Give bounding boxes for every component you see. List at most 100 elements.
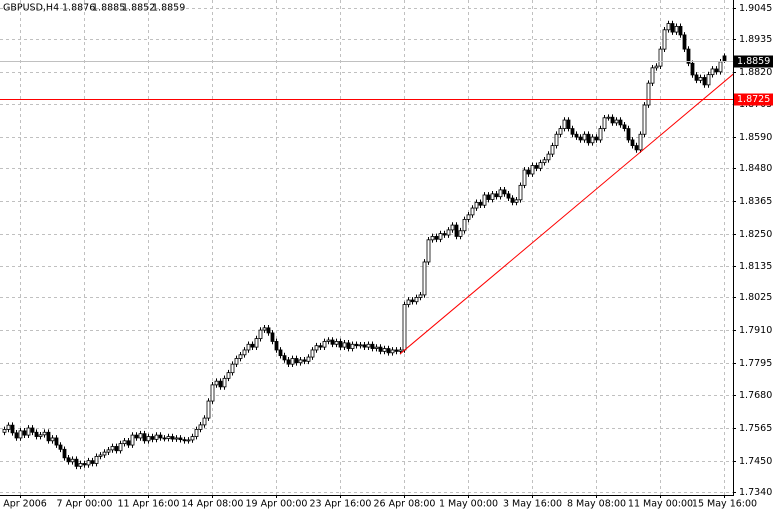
candle-body xyxy=(622,124,627,129)
candle-body xyxy=(442,233,447,236)
price-label-box xyxy=(734,55,773,68)
candle-body xyxy=(510,197,515,203)
candle-body xyxy=(26,427,31,436)
candle-body xyxy=(78,463,83,467)
candle-body xyxy=(690,62,695,76)
candle-body xyxy=(10,424,15,434)
candle-body xyxy=(278,349,283,357)
candle-body xyxy=(434,236,439,240)
level-label: 1.8725 xyxy=(737,94,770,105)
candle-body xyxy=(350,343,355,349)
candle-body xyxy=(638,133,643,151)
candle-body xyxy=(390,349,395,354)
candle-body xyxy=(138,433,143,439)
candle-body xyxy=(178,437,183,441)
candle-body xyxy=(146,436,151,442)
candle-body xyxy=(246,343,251,351)
candle-body xyxy=(642,104,647,135)
candle-body xyxy=(426,239,431,263)
candle-body xyxy=(266,327,271,334)
candle-body xyxy=(414,297,419,303)
candle-body xyxy=(718,61,723,73)
candle-body xyxy=(382,348,387,352)
candle-body xyxy=(694,74,699,81)
candle-body xyxy=(250,343,255,348)
last-close: 1.8859 xyxy=(152,3,185,14)
candle-body xyxy=(574,133,579,138)
candle-body xyxy=(286,359,291,365)
candle-body xyxy=(686,48,691,64)
candle-body xyxy=(590,136,595,144)
y-tick-label: 1.8480 xyxy=(739,163,772,174)
last-low: 1.8852 xyxy=(122,3,155,14)
candle-body xyxy=(578,136,583,141)
candle-body xyxy=(310,349,315,358)
candle-body xyxy=(402,304,407,351)
candle-body xyxy=(322,341,327,348)
candle-body xyxy=(658,48,663,67)
candle-body xyxy=(218,380,223,388)
candle-body xyxy=(166,436,171,439)
candle-body xyxy=(446,229,451,236)
candle-body xyxy=(538,162,543,169)
candle-body xyxy=(210,384,215,402)
candle-body xyxy=(602,117,607,129)
candle-body xyxy=(290,358,295,365)
candle-body xyxy=(34,431,39,437)
candle-body xyxy=(478,201,483,206)
y-tick-label: 1.9045 xyxy=(739,3,772,14)
candle-body xyxy=(450,224,455,231)
candle-body xyxy=(98,454,103,457)
candle-body xyxy=(594,136,599,141)
candle-body xyxy=(506,193,511,199)
candle-body xyxy=(614,119,619,124)
candle-body xyxy=(62,448,67,459)
candle-body xyxy=(238,354,243,359)
candle-body xyxy=(334,341,339,345)
trend-line xyxy=(399,73,733,355)
candle-body xyxy=(14,432,19,439)
candle-body xyxy=(394,349,399,352)
candle-body xyxy=(678,25,683,36)
x-tick-label: 7 Apr 00:00 xyxy=(57,499,113,510)
candle-body xyxy=(38,434,43,437)
candle-body xyxy=(274,341,279,351)
candle-body xyxy=(222,377,227,388)
candle-body xyxy=(598,128,603,141)
x-tick-label: 26 Apr 08:00 xyxy=(374,499,436,510)
candle-body xyxy=(586,133,591,144)
candle-body xyxy=(190,436,195,441)
candle-body xyxy=(338,341,343,348)
y-tick-label: 1.7340 xyxy=(739,487,772,498)
candle-body xyxy=(682,34,687,50)
x-tick-label: 3 May 16:00 xyxy=(503,499,562,510)
candle-body xyxy=(702,77,707,86)
candle-body xyxy=(358,344,363,347)
y-tick-label: 1.7680 xyxy=(739,390,772,401)
candle-body xyxy=(630,139,635,147)
candle-body xyxy=(110,446,115,451)
y-tick-label: 1.8820 xyxy=(739,67,772,78)
candle-body xyxy=(70,458,75,463)
candle-body xyxy=(114,446,119,452)
last-high: 1.8885 xyxy=(92,3,125,14)
y-tick-label: 1.8250 xyxy=(739,229,772,240)
candle-body xyxy=(550,145,555,155)
x-tick-label: 1 May 00:00 xyxy=(439,499,498,510)
candle-body xyxy=(234,358,239,365)
candle-body xyxy=(626,128,631,141)
x-tick-label: 8 May 08:00 xyxy=(567,499,626,510)
candle-body xyxy=(242,349,247,356)
candle-body xyxy=(714,68,719,73)
candle-body xyxy=(410,299,415,303)
candle-body xyxy=(230,363,235,374)
y-tick-label: 1.7450 xyxy=(739,456,772,467)
candle-body xyxy=(534,165,539,169)
candle-body xyxy=(674,25,679,33)
candle-body xyxy=(258,329,263,340)
y-tick-label: 1.7795 xyxy=(739,358,772,369)
candle-body xyxy=(666,23,671,31)
candle-body xyxy=(522,169,527,186)
candle-body xyxy=(406,299,411,305)
candle-body xyxy=(262,327,267,331)
